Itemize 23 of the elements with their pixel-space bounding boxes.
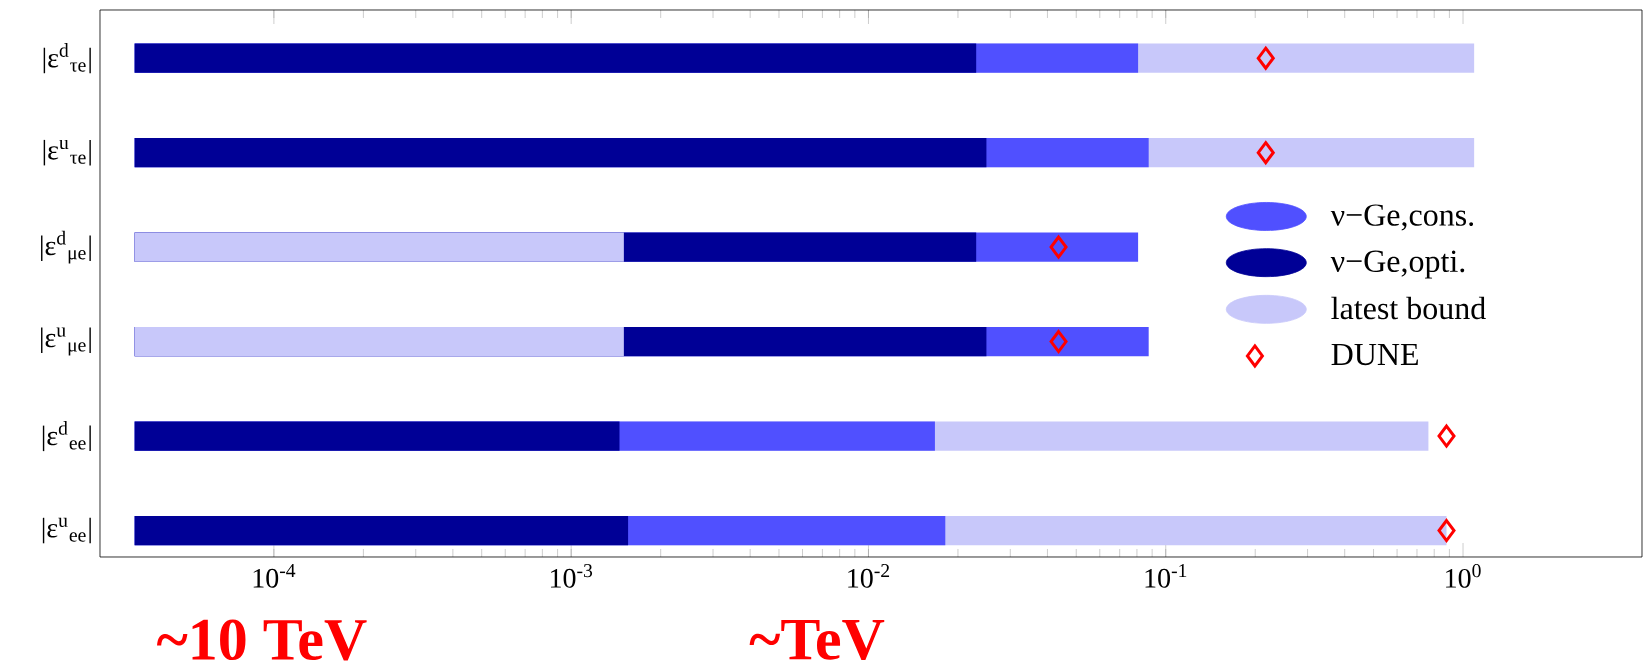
legend-label: DUNE — [1331, 343, 1418, 366]
legend-label: ν−Ge,cons. — [1330, 204, 1474, 231]
x-tick-label: 10$^{-2}$ — [848, 564, 890, 588]
bar — [134, 326, 624, 357]
text: ~10 TeV — [157, 619, 367, 661]
x-tick-label: 10$^{0}$ — [1446, 564, 1481, 588]
bar — [134, 232, 624, 262]
y-tick-label: |ε$^{u}$$_{μe}$| — [41, 327, 91, 356]
legend-label: latest bound — [1331, 296, 1486, 320]
legend-label: ν−Ge,opti. — [1330, 250, 1465, 279]
bar — [134, 421, 620, 451]
bar — [134, 138, 987, 168]
y-tick-label: |ε$^{u}$$_{τe}$| — [43, 139, 91, 166]
x-tick-label: 10$^{-1}$ — [1145, 564, 1187, 588]
y-tick-label: |ε$^{d}$$_{μe}$| — [41, 230, 91, 264]
y-tick-label: |ε$^{d}$$_{ee}$| — [42, 421, 91, 452]
bar — [134, 515, 629, 546]
y-tick-label: |ε$^{d}$$_{τe}$| — [43, 43, 91, 74]
y-tick-label: |ε$^{u}$$_{ee}$| — [42, 517, 91, 544]
x-tick-label: 10$^{-4}$ — [253, 564, 296, 588]
x-tick-label: 10$^{-3}$ — [550, 564, 593, 588]
bar — [134, 43, 977, 73]
text: ~TeV — [749, 619, 885, 661]
